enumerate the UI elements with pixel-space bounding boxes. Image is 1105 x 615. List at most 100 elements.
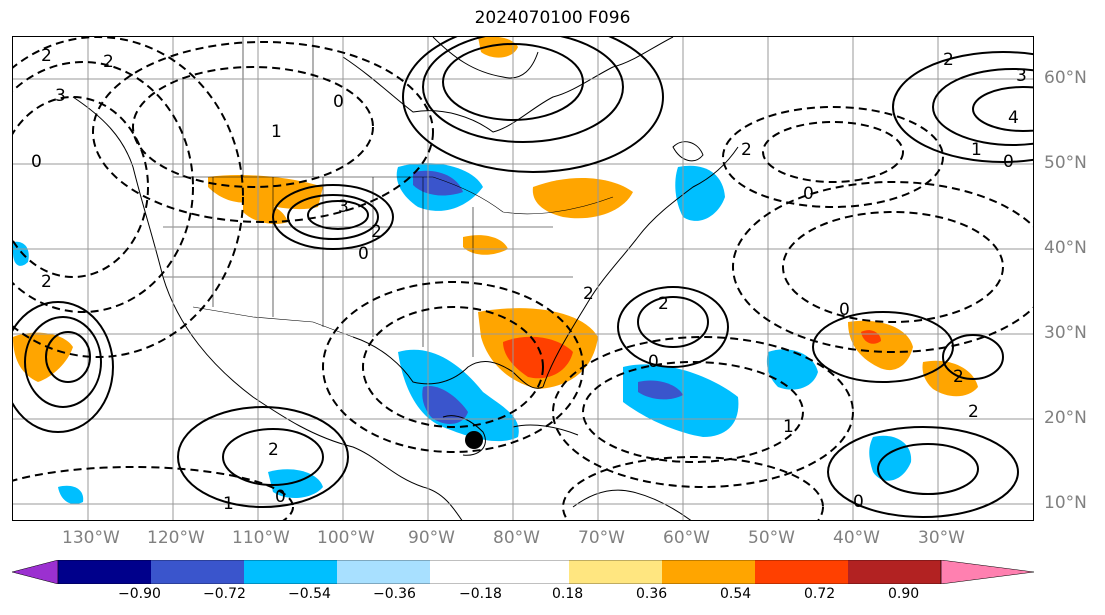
contour-label: 2: [741, 140, 752, 160]
colorbar: [12, 560, 1034, 584]
contour-zero-centralatl: [812, 311, 954, 383]
shade-blue-tropatl: [869, 435, 912, 481]
colorbar-tick-label: −0.36: [373, 586, 416, 602]
lon-label-40w: 40°W: [833, 528, 880, 548]
contour-neg-west-3: [13, 37, 244, 358]
contour-neg-canada-1: [132, 66, 374, 188]
lon-label-130w: 130°W: [62, 528, 120, 548]
contour-high-ne-atl-2: [932, 68, 1033, 146]
storm-position-marker: [465, 431, 483, 449]
colorbar-bin: [848, 560, 941, 584]
shade-blue-caribbean: [623, 364, 739, 437]
shade-blue-pacific-south: [58, 485, 84, 505]
border-us-canada: [173, 176, 614, 215]
coastline-yucatan: [442, 415, 486, 456]
lon-label-110w: 110°W: [232, 528, 290, 548]
map-canvas: 2 2 0 1 0 3 2 0 2 2 3 4 1 0 3 2 0 0 2 0 …: [13, 37, 1033, 520]
contour-label: 0: [853, 492, 864, 512]
shade-orange-midwest: [463, 235, 508, 255]
shade-orange-northeast: [532, 177, 633, 219]
contour-neg-west-1: [13, 96, 149, 278]
coastline-south-america: [572, 489, 692, 520]
border-us-mexico: [192, 306, 354, 338]
colorbar-tick-label: 0.90: [888, 586, 920, 602]
contour-neg-caribbean-1: [582, 361, 804, 463]
contour-label: 2: [968, 402, 979, 422]
contour-neg-epac-south: [13, 466, 294, 520]
lon-label-30w: 30°W: [918, 528, 965, 548]
colorbar-extend-low: [12, 560, 59, 584]
colorbar-tick-label: −0.54: [288, 586, 331, 602]
contour-label: 3: [338, 197, 349, 217]
lat-label-50n: 50°N: [1044, 153, 1087, 173]
contour-label: 2: [953, 367, 964, 387]
shade-orange-pacific: [13, 332, 73, 382]
contour-neg-northatl-2: [722, 106, 944, 208]
contour-high-epac-1: [177, 406, 349, 508]
contour-label: 2: [658, 294, 669, 314]
colorbar-tick-label: 0.36: [636, 586, 668, 602]
coastline-hudson: [432, 37, 539, 79]
colorbar-tick-label: −0.18: [459, 586, 502, 602]
contour-label: 0: [358, 244, 369, 264]
colorbar-tick-label: 0.54: [720, 586, 752, 602]
shade-orange-nplains: [208, 175, 323, 210]
contour-label: 0: [1003, 152, 1014, 172]
colorbar-bin: [430, 560, 569, 584]
contour-label: 1: [223, 494, 234, 514]
coastline-newfoundland: [672, 141, 704, 162]
contour-neg-atl-2: [732, 181, 1033, 353]
contour-neg-canada-2: [92, 41, 434, 223]
contour-neg-caribbean-2: [552, 336, 854, 488]
contour-label: 3: [1016, 66, 1027, 86]
shade-blue-centralatl: [766, 349, 818, 390]
contour-high-canada-1: [402, 37, 664, 173]
contour-zero-eastatl: [942, 334, 1004, 380]
lon-label-100w: 100°W: [317, 528, 375, 548]
colorbar-bin: [337, 560, 430, 584]
contour-label: 0: [333, 92, 344, 112]
shade-blue-atlantic-north: [675, 165, 725, 221]
colorbar-tick-label: −0.72: [203, 586, 246, 602]
lon-label-120w: 120°W: [147, 528, 205, 548]
coastline-gulf: [352, 336, 544, 389]
lon-label-70w: 70°W: [578, 528, 625, 548]
contour-label: 0: [648, 352, 659, 372]
colorbar-tick-label: 0.72: [804, 586, 836, 602]
lon-label-60w: 60°W: [663, 528, 710, 548]
contour-neg-gulf-1: [362, 306, 544, 428]
lon-label-90w: 90°W: [408, 528, 455, 548]
contour-label: 1: [783, 417, 794, 437]
contour-high-nplains-1: [272, 184, 394, 250]
contour-label: 1: [271, 122, 282, 142]
map-panel: 2 2 0 1 0 3 2 0 2 2 3 4 1 0 3 2 0 0 2 0 …: [12, 36, 1034, 521]
contour-label: 3: [55, 86, 66, 106]
contour-label: 2: [41, 46, 52, 66]
contour-labels: 2 2 0 1 0 3 2 0 2 2 3 4 1 0 3 2 0 0 2 0 …: [31, 46, 1027, 514]
contour-label: 0: [275, 487, 286, 507]
colorbar-outline: [57, 560, 942, 584]
contour-high-tropatl-2: [877, 443, 979, 495]
colorbar-tick-label: −0.90: [118, 586, 161, 602]
contour-high-ne-atl-1: [892, 51, 1033, 163]
shade-orange-top: [478, 37, 518, 58]
colorbar-bin: [58, 560, 151, 584]
map-title: 2024070100 F096: [474, 8, 631, 28]
contour-neg-west-2: [13, 61, 194, 313]
lat-label-10n: 10°N: [1044, 493, 1087, 513]
colorbar-tick-label: 0.18: [552, 586, 584, 602]
shade-blue-pacific: [13, 241, 29, 266]
contour-label: 2: [41, 272, 52, 292]
coastline-north-america: [72, 96, 463, 520]
contour-high-westatl-2: [637, 296, 709, 348]
contour-high-westatl-1: [617, 286, 729, 368]
lat-label-30n: 30°N: [1044, 323, 1087, 343]
dashed-contours: [13, 37, 1033, 520]
contour-label: 2: [371, 222, 382, 242]
lat-label-60n: 60°N: [1044, 68, 1087, 88]
contour-neg-northatl-1: [762, 121, 904, 183]
contour-high-tropatl-1: [827, 426, 1019, 518]
contour-high-nplains-2: [287, 194, 379, 240]
lon-label-50w: 50°W: [748, 528, 795, 548]
lat-label-40n: 40°N: [1044, 238, 1087, 258]
